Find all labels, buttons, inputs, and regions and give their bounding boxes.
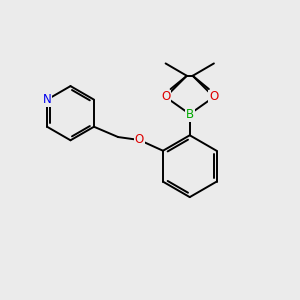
Text: O: O bbox=[135, 134, 144, 146]
Text: N: N bbox=[43, 93, 51, 106]
Text: B: B bbox=[186, 108, 194, 121]
Text: O: O bbox=[161, 91, 170, 103]
Text: O: O bbox=[209, 91, 218, 103]
